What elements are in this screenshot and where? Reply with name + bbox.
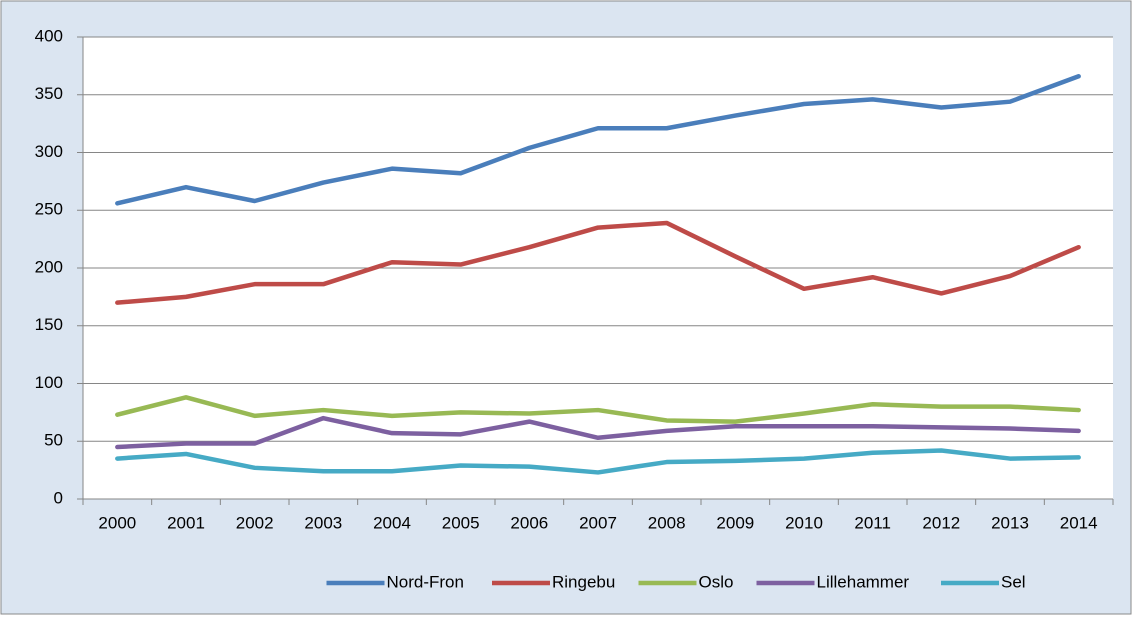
line-series xyxy=(115,415,1081,450)
line-series xyxy=(115,395,1081,424)
line-series xyxy=(115,448,1081,475)
y-tick-label: 250 xyxy=(35,200,63,219)
y-tick-label: 0 xyxy=(54,488,63,507)
x-tick-label: 2013 xyxy=(991,513,1029,532)
y-tick-label: 300 xyxy=(35,142,63,161)
x-tick-label: 2002 xyxy=(236,513,274,532)
x-tick-label: 2000 xyxy=(98,513,136,532)
x-tick-label: 2004 xyxy=(373,513,411,532)
x-tick-label: 2006 xyxy=(510,513,548,532)
legend-label: Oslo xyxy=(699,572,734,591)
legend-label: Sel xyxy=(1001,572,1026,591)
x-tick-label: 2001 xyxy=(167,513,205,532)
x-tick-label: 2011 xyxy=(854,513,891,532)
x-tick-label: 2005 xyxy=(442,513,480,532)
x-tick-label: 2012 xyxy=(922,513,960,532)
y-tick-label: 350 xyxy=(35,84,63,103)
x-tick-label: 2008 xyxy=(648,513,686,532)
y-tick-label: 200 xyxy=(35,257,63,276)
line-series xyxy=(115,74,1081,206)
line-series xyxy=(115,220,1081,305)
y-tick-label: 50 xyxy=(44,431,63,450)
x-tick-label: 2010 xyxy=(785,513,823,532)
y-tick-label: 100 xyxy=(35,373,63,392)
x-tick-label: 2014 xyxy=(1060,513,1098,532)
legend-label: Ringebu xyxy=(552,572,615,591)
y-tick-label: 150 xyxy=(35,315,63,334)
x-tick-label: 2003 xyxy=(304,513,342,532)
y-tick-label: 400 xyxy=(35,26,63,45)
legend-label: Nord-Fron xyxy=(387,572,464,591)
x-tick-label: 2009 xyxy=(716,513,754,532)
x-tick-label: 2007 xyxy=(579,513,617,532)
legend-label: Lillehammer xyxy=(817,572,910,591)
